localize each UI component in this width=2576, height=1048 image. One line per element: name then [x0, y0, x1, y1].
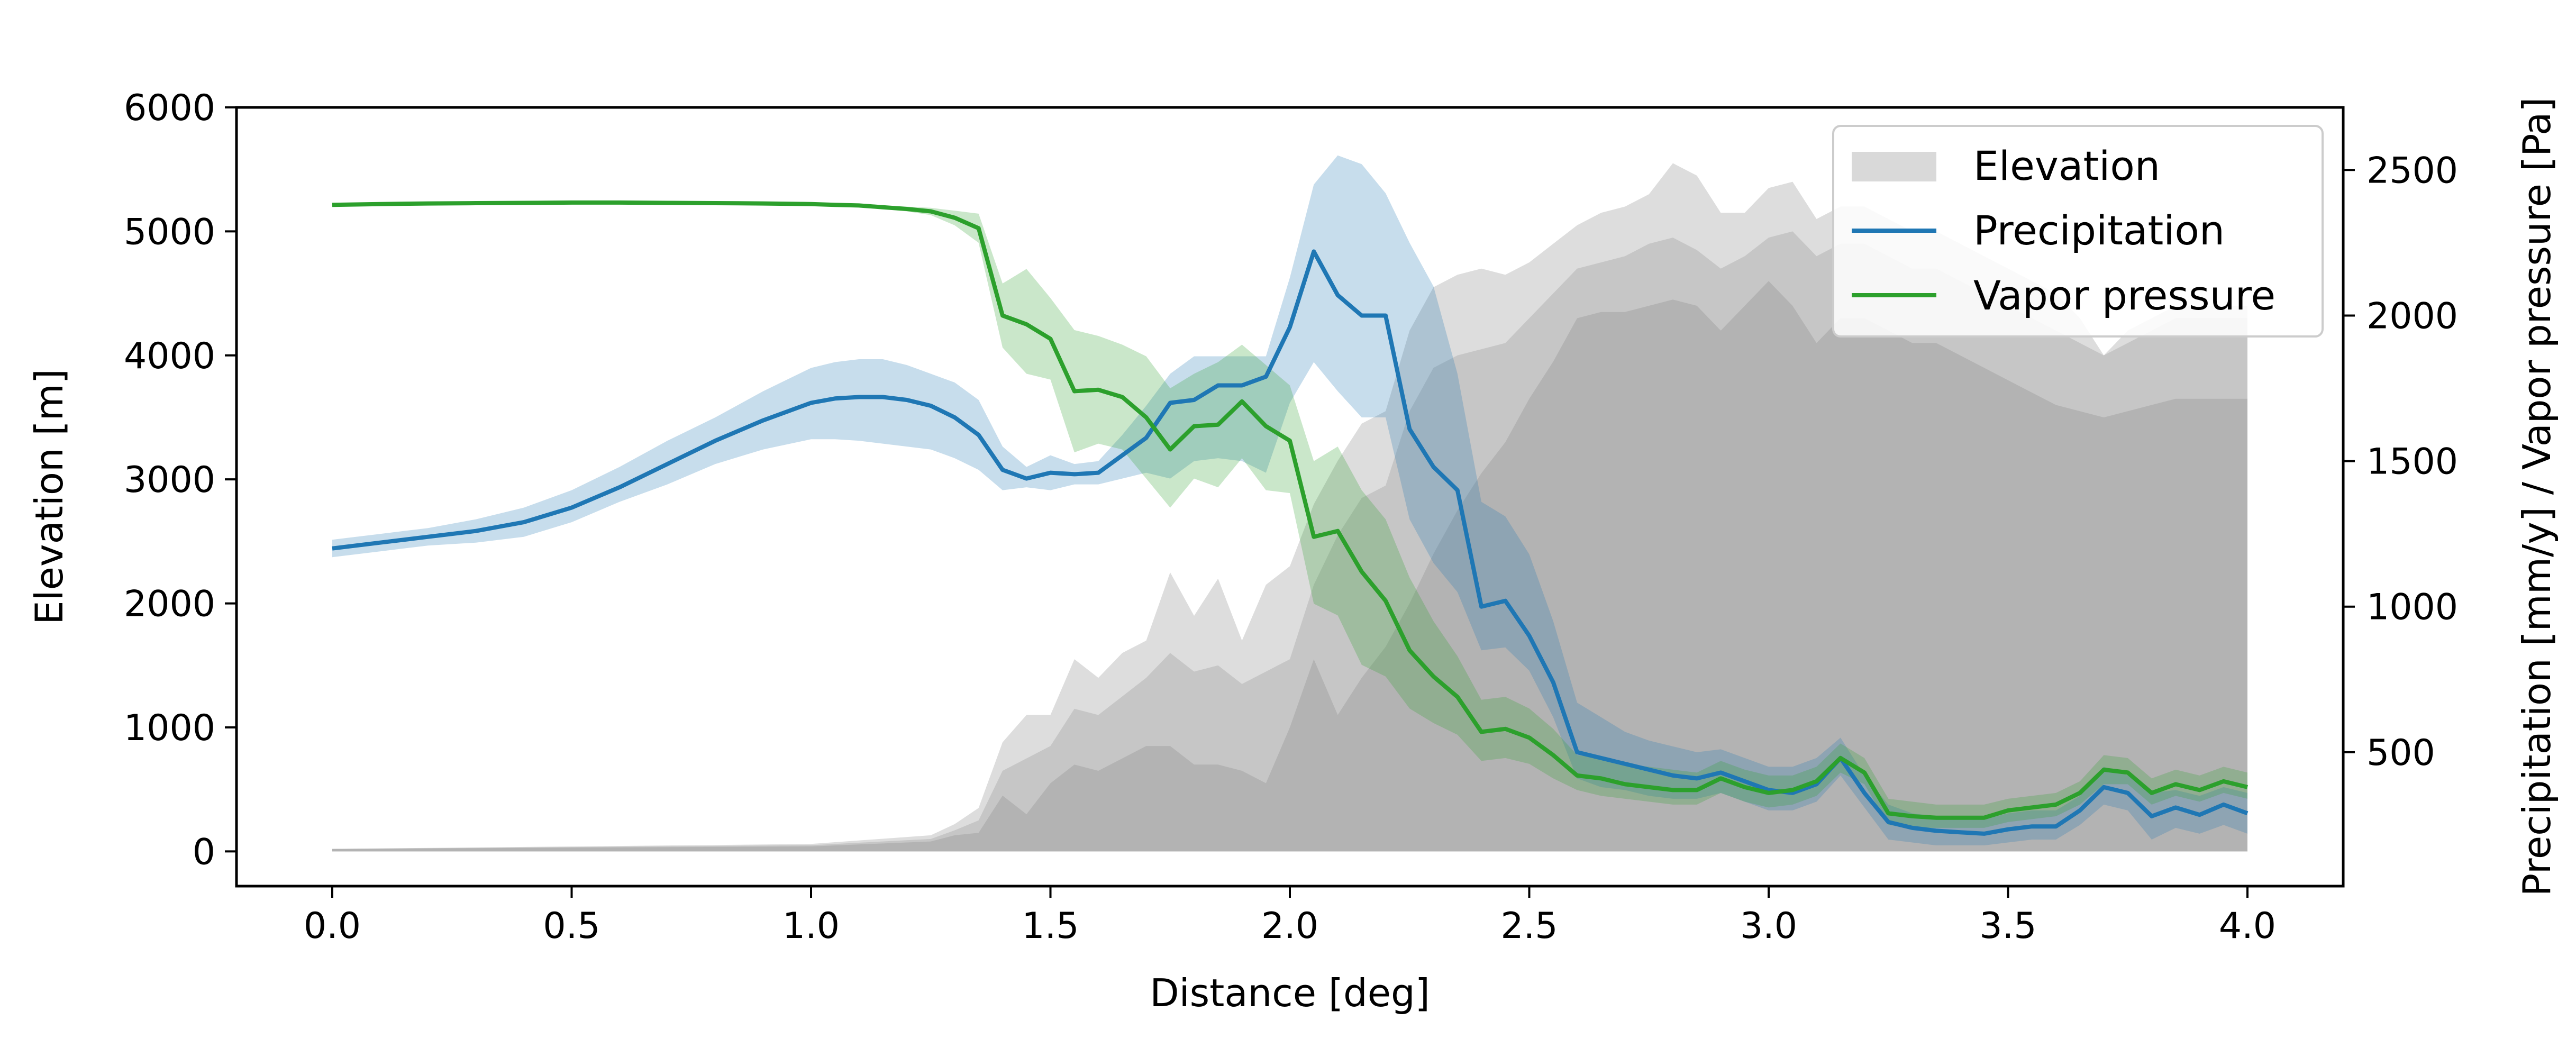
precipitation-band	[332, 155, 2247, 845]
y-axis-left: 0 1000 2000 3000 4000 5000 6000	[124, 87, 236, 873]
x-tick-label: 4.0	[2219, 905, 2276, 947]
plot-area	[332, 155, 2249, 852]
y-axis-right: 500 1000 1500 2000 2500	[2343, 150, 2458, 774]
x-tick-label: 3.5	[1979, 905, 2036, 947]
x-tick-label: 1.0	[782, 905, 840, 947]
x-tick-label: 2.5	[1500, 905, 1558, 947]
x-tick-label: 2.0	[1261, 905, 1318, 947]
y-tick-label: 3000	[124, 459, 215, 501]
x-tick-label: 0.0	[304, 905, 361, 947]
legend-vapor-pressure-label: Vapor pressure	[1973, 272, 2275, 319]
line-layer	[332, 200, 2249, 836]
elevation-area-inner	[332, 281, 2247, 852]
y-tick-label: 5000	[124, 211, 215, 253]
x-tick-label: 1.5	[1022, 905, 1079, 947]
y-axis-label: Elevation [m]	[27, 369, 71, 625]
x-axis-label: Distance [deg]	[1150, 971, 1430, 1015]
y2-tick-label: 1500	[2366, 441, 2458, 483]
y-tick-label: 2000	[124, 584, 215, 625]
legend: Elevation Precipitation Vapor pressure	[1832, 125, 2324, 338]
y-tick-label: 0	[193, 831, 215, 873]
y2-tick-label: 1000	[2366, 587, 2458, 628]
legend-precipitation-label: Precipitation	[1973, 207, 2225, 254]
x-tick-label: 0.5	[543, 905, 600, 947]
precipitation-line	[332, 249, 2249, 836]
elevation-layer	[332, 163, 2247, 852]
y2-axis-label: Precipitation [mm/y] / Vapor pressure [P…	[2515, 97, 2559, 897]
vapor-pressure-line	[332, 200, 2248, 820]
y2-tick-label: 500	[2366, 732, 2435, 774]
x-axis: 0.0 0.5 1.0 1.5 2.0 2.5 3.0 3.5 4.0	[304, 886, 2276, 947]
legend-box	[1832, 125, 2324, 338]
legend-elevation-label: Elevation	[1973, 142, 2160, 189]
y-tick-label: 6000	[124, 87, 215, 129]
x-tick-label: 3.0	[1740, 905, 1797, 947]
y-tick-label: 4000	[124, 335, 215, 377]
y2-tick-label: 2500	[2366, 150, 2458, 192]
y2-tick-label: 2000	[2366, 295, 2458, 337]
y-tick-label: 1000	[124, 707, 215, 749]
precipitation-band-layer	[332, 155, 2247, 845]
legend-elevation-swatch	[1852, 152, 1936, 181]
